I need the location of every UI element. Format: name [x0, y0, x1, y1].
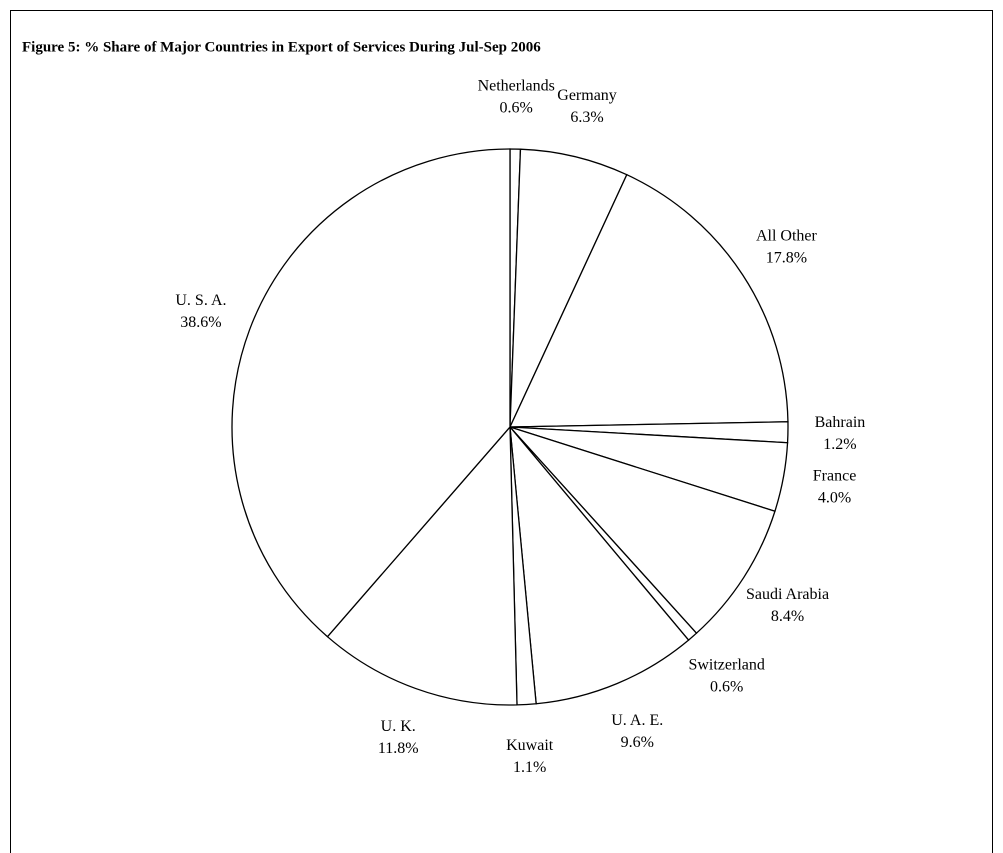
slice-label: France: [813, 467, 857, 484]
slice-value-label: 1.1%: [513, 759, 546, 776]
slice-label: U. K.: [381, 718, 416, 735]
slice-value-label: 17.8%: [766, 249, 807, 266]
pie-slice: [326, 425, 518, 706]
pie-slice: [507, 425, 776, 635]
slice-label: Germany: [557, 87, 617, 104]
slice-value-label: 1.2%: [823, 436, 856, 453]
slice-value-label: 11.8%: [378, 740, 419, 757]
slice-label: Kuwait: [506, 737, 554, 754]
slice-label: U. S. A.: [175, 292, 226, 309]
slice-label: Saudi Arabia: [746, 586, 829, 603]
chart-title: Figure 5: % Share of Major Countries in …: [22, 39, 541, 55]
pie-slice: [508, 173, 789, 428]
slice-label: Switzerland: [688, 657, 764, 674]
slice-label: U. A. E.: [611, 712, 663, 729]
pie-slice: [509, 424, 690, 705]
slice-value-label: 6.3%: [570, 109, 603, 126]
slice-label: All Other: [756, 227, 818, 244]
slice-value-label: 0.6%: [710, 679, 743, 696]
slice-value-label: 38.6%: [180, 314, 221, 331]
pie-slice: [231, 148, 511, 638]
slice-value-label: 9.6%: [621, 734, 654, 751]
slice-value-label: 0.6%: [500, 100, 533, 117]
frame: [10, 10, 993, 853]
slice-label: Netherlands: [478, 78, 555, 95]
slice-label: Bahrain: [815, 414, 866, 431]
slice-value-label: 4.0%: [818, 489, 851, 506]
slice-value-label: 8.4%: [771, 608, 804, 625]
